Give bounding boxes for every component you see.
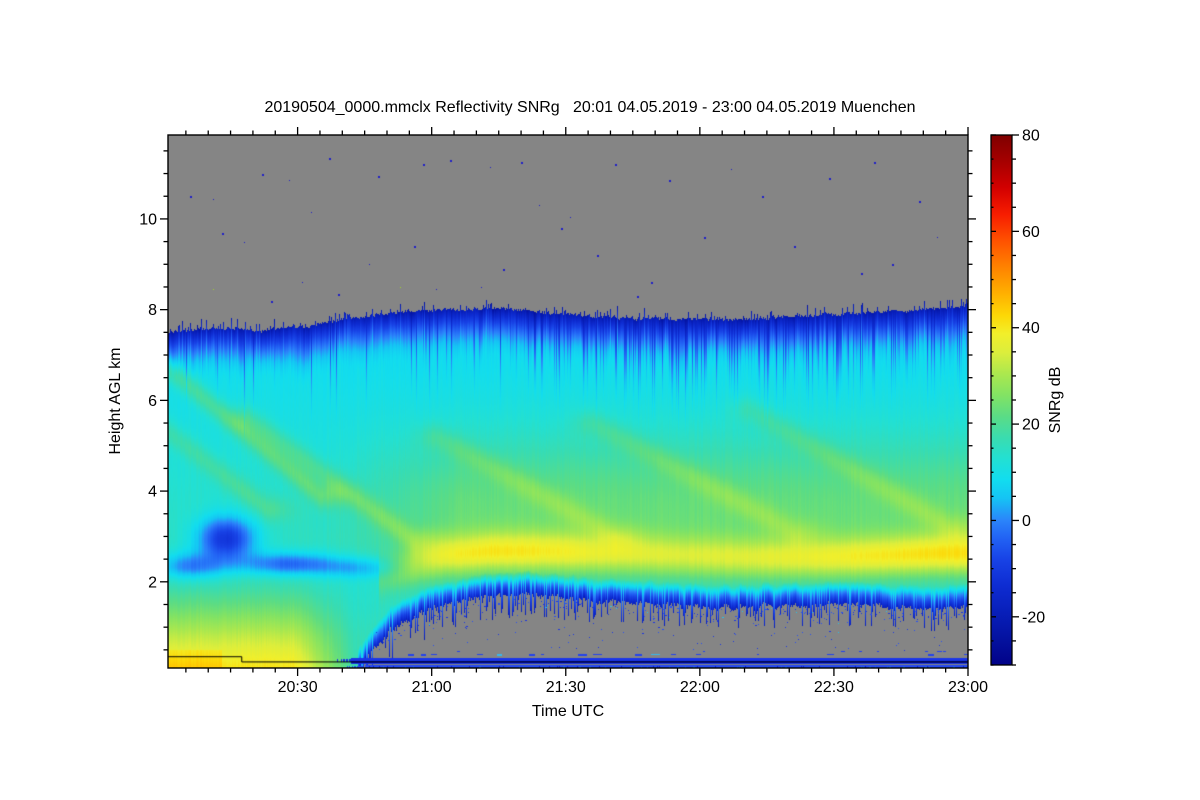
chart-title: 20190504_0000.mmclx Reflectivity SNRg 20…: [264, 99, 916, 116]
colorbar-tick-label: -20: [1022, 609, 1045, 626]
x-tick-label: 20:30: [278, 679, 318, 696]
colorbar-gradient: [990, 134, 1013, 666]
colorbar-tick-label: 20: [1022, 417, 1040, 434]
y-axis-label: Height AGL km: [107, 347, 124, 454]
x-axis-label: Time UTC: [532, 703, 604, 720]
y-tick-label: 8: [148, 302, 157, 319]
x-tick-label: 22:30: [814, 679, 854, 696]
x-tick-label: 21:00: [412, 679, 452, 696]
x-tick-label: 22:00: [680, 679, 720, 696]
y-tick-label: 6: [148, 393, 157, 410]
colorbar-label: SNRg dB: [1047, 367, 1064, 434]
colorbar-tick-label: 80: [1022, 128, 1040, 145]
colorbar-tick-label: 60: [1022, 224, 1040, 241]
heatmap-canvas: [168, 135, 968, 668]
colorbar: 80 60 40 20 0 -20: [990, 128, 1045, 666]
y-tick-label: 10: [139, 211, 157, 228]
x-tick-label: 23:00: [948, 679, 988, 696]
colorbar-tick-label: 0: [1022, 513, 1031, 530]
colorbar-tick-label: 40: [1022, 320, 1040, 337]
y-tick-label: 2: [148, 574, 157, 591]
x-tick-label: 21:30: [546, 679, 586, 696]
y-tick-label: 4: [148, 484, 157, 501]
